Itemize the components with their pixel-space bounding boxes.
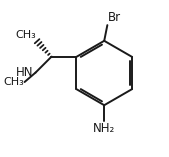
Text: NH₂: NH₂ (93, 122, 115, 135)
Text: CH₃: CH₃ (3, 77, 24, 87)
Text: CH₃: CH₃ (16, 30, 36, 41)
Text: HN: HN (16, 66, 33, 79)
Text: Br: Br (108, 11, 121, 24)
